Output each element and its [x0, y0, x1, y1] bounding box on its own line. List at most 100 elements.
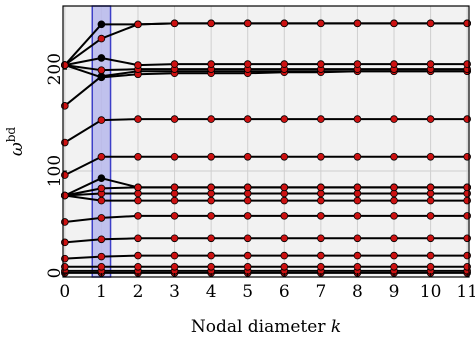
- x-tick-label-8: 8: [352, 282, 363, 302]
- data-point-s17-x9: [390, 19, 398, 28]
- data-point-s2-x10: [426, 263, 435, 271]
- x-tick-label-6: 6: [279, 282, 290, 302]
- data-point-s11-x2: [134, 115, 142, 123]
- data-point-s6-x1: [97, 196, 106, 205]
- data-point-s2-x2: [134, 263, 142, 271]
- y-tick-label-0: 0: [45, 268, 65, 279]
- data-point-s15-x4: [207, 60, 215, 68]
- data-point-s5-x3: [170, 212, 179, 220]
- data-point-s6-x10: [426, 196, 435, 205]
- data-point-s17-x1: [97, 20, 106, 29]
- data-point-s3-x10: [426, 251, 435, 260]
- series-line-15: [64, 56, 468, 67]
- data-point-s5-x2: [134, 212, 142, 220]
- data-point-s10-x10: [426, 152, 435, 161]
- data-point-s17-x7: [317, 19, 325, 28]
- data-point-s4-x8: [353, 234, 362, 243]
- data-point-s11-x8: [353, 115, 362, 123]
- data-point-s4-x7: [317, 234, 325, 243]
- data-point-s9-x3: [170, 183, 179, 192]
- data-point-s5-x6: [280, 212, 289, 220]
- plot-frame: [62, 5, 470, 278]
- series-line-4: [64, 237, 468, 244]
- data-point-s10-x4: [207, 152, 215, 161]
- data-point-s9-x2: [134, 183, 142, 192]
- data-point-s10-x2: [134, 152, 142, 161]
- data-point-s4-x1: [97, 235, 106, 244]
- data-point-s3-x6: [280, 251, 289, 260]
- data-point-s6-x9: [390, 196, 398, 205]
- data-point-s3-x8: [353, 251, 362, 260]
- data-point-s3-x4: [207, 251, 215, 260]
- data-point-s15-x3: [170, 60, 179, 68]
- data-point-s15-x10: [426, 60, 435, 68]
- x-tick-label-2: 2: [133, 282, 144, 302]
- data-point-s4-x2: [134, 234, 142, 243]
- data-point-s13-x1: [97, 73, 106, 82]
- data-point-s5-x8: [353, 212, 362, 220]
- x-tick-label-11: 11: [456, 282, 475, 302]
- data-point-s4-x3: [170, 234, 179, 243]
- data-point-s10-x6: [280, 152, 289, 161]
- data-point-s5-x10: [426, 212, 435, 220]
- x-tick-label-1: 1: [96, 282, 107, 302]
- data-point-s2-x3: [170, 263, 179, 271]
- data-point-s10-x7: [317, 152, 325, 161]
- data-point-s3-x9: [390, 251, 398, 260]
- data-point-s11-x9: [390, 115, 398, 123]
- data-point-s15-x9: [390, 60, 398, 68]
- data-point-s9-x5: [243, 183, 252, 192]
- data-point-s6-x2: [134, 196, 142, 205]
- data-point-s10-x3: [170, 152, 179, 161]
- x-axis-title-variable: k: [331, 317, 341, 337]
- data-point-s15-x1: [97, 54, 106, 62]
- data-point-s5-x7: [317, 212, 325, 220]
- y-axis-title: ωbd: [4, 127, 27, 157]
- data-point-s4-x4: [207, 234, 215, 243]
- data-point-s2-x1: [97, 263, 106, 271]
- data-point-s10-x1: [97, 152, 106, 161]
- data-point-s11-x3: [170, 115, 179, 123]
- series-line-9: [64, 177, 468, 197]
- data-point-s5-x4: [207, 212, 215, 220]
- data-point-s6-x6: [280, 196, 289, 205]
- data-point-s16-x1: [97, 34, 106, 43]
- data-point-s2-x4: [207, 263, 215, 271]
- data-point-s2-x8: [353, 263, 362, 271]
- data-point-s2-x5: [243, 263, 252, 271]
- data-point-s11-x4: [207, 115, 215, 123]
- x-tick-label-10: 10: [420, 282, 442, 302]
- series-line-10: [64, 155, 468, 177]
- data-point-s9-x6: [280, 183, 289, 192]
- data-point-s15-x2: [134, 61, 142, 69]
- data-point-s10-x8: [353, 152, 362, 161]
- series-lines: [64, 22, 468, 274]
- data-point-s3-x3: [170, 251, 179, 260]
- data-point-s11-x1: [97, 116, 106, 124]
- series-line-14: [64, 64, 468, 72]
- series-line-3: [64, 254, 468, 260]
- data-point-s15-x5: [243, 60, 252, 68]
- data-point-s11-x7: [317, 115, 325, 123]
- data-point-s15-x8: [353, 60, 362, 68]
- data-point-s3-x7: [317, 251, 325, 260]
- data-point-s5-x1: [97, 214, 106, 222]
- x-tick-label-7: 7: [315, 282, 326, 302]
- data-point-s4-x10: [426, 234, 435, 243]
- y-axis-title-superscript: bd: [4, 127, 18, 143]
- data-point-s10-x5: [243, 152, 252, 161]
- data-point-s5-x5: [243, 212, 252, 220]
- data-point-s6-x4: [207, 196, 215, 205]
- data-point-s5-x9: [390, 212, 398, 220]
- data-point-s17-x6: [280, 19, 289, 28]
- x-tick-label-9: 9: [389, 282, 400, 302]
- data-point-s9-x7: [317, 183, 325, 192]
- data-point-s17-x4: [207, 19, 215, 28]
- x-tick-label-0: 0: [59, 282, 70, 302]
- series-line-7: [64, 192, 468, 197]
- data-point-s4-x9: [390, 234, 398, 243]
- x-tick-label-3: 3: [169, 282, 180, 302]
- data-point-s2-x7: [317, 263, 325, 271]
- data-point-s11-x10: [426, 115, 435, 123]
